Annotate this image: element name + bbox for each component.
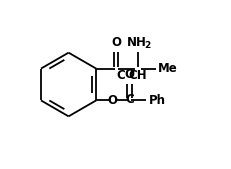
Text: O: O: [125, 68, 135, 81]
Text: C: C: [125, 93, 134, 106]
Text: CH: CH: [129, 69, 147, 82]
Text: O: O: [107, 94, 117, 107]
Text: NH: NH: [127, 36, 147, 49]
Text: Me: Me: [158, 62, 178, 75]
Text: C: C: [116, 69, 125, 82]
Text: O: O: [111, 36, 121, 49]
Text: Ph: Ph: [149, 94, 166, 107]
Text: 2: 2: [144, 41, 151, 50]
